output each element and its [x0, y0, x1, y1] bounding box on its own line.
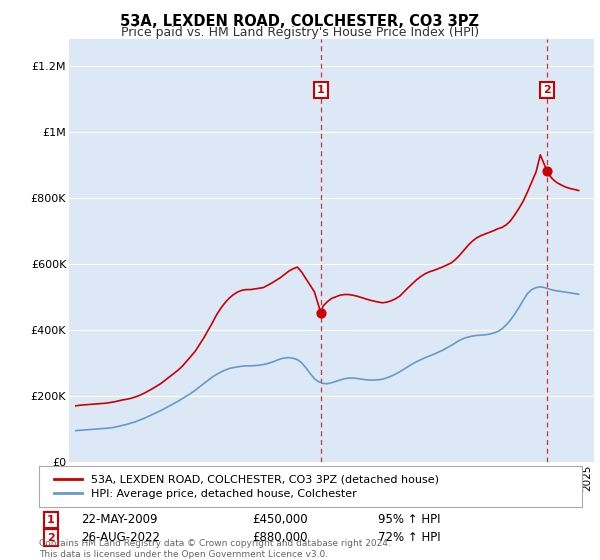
Text: 95% ↑ HPI: 95% ↑ HPI: [378, 513, 440, 526]
Point: [316, 309, 326, 318]
Text: 26-AUG-2022: 26-AUG-2022: [81, 531, 160, 544]
Text: 53A, LEXDEN ROAD, COLCHESTER, CO3 3PZ: 53A, LEXDEN ROAD, COLCHESTER, CO3 3PZ: [121, 14, 479, 29]
Text: 1: 1: [47, 515, 55, 525]
Text: 1: 1: [317, 85, 325, 95]
Text: 2: 2: [47, 533, 55, 543]
Text: Price paid vs. HM Land Registry's House Price Index (HPI): Price paid vs. HM Land Registry's House …: [121, 26, 479, 39]
Text: 22-MAY-2009: 22-MAY-2009: [81, 513, 157, 526]
Text: £880,000: £880,000: [252, 531, 308, 544]
Text: £450,000: £450,000: [252, 513, 308, 526]
Legend: 53A, LEXDEN ROAD, COLCHESTER, CO3 3PZ (detached house), HPI: Average price, deta: 53A, LEXDEN ROAD, COLCHESTER, CO3 3PZ (d…: [50, 470, 443, 503]
Point: [542, 167, 552, 176]
Text: Contains HM Land Registry data © Crown copyright and database right 2024.
This d: Contains HM Land Registry data © Crown c…: [39, 539, 391, 559]
Text: 72% ↑ HPI: 72% ↑ HPI: [378, 531, 440, 544]
Text: 2: 2: [543, 85, 551, 95]
